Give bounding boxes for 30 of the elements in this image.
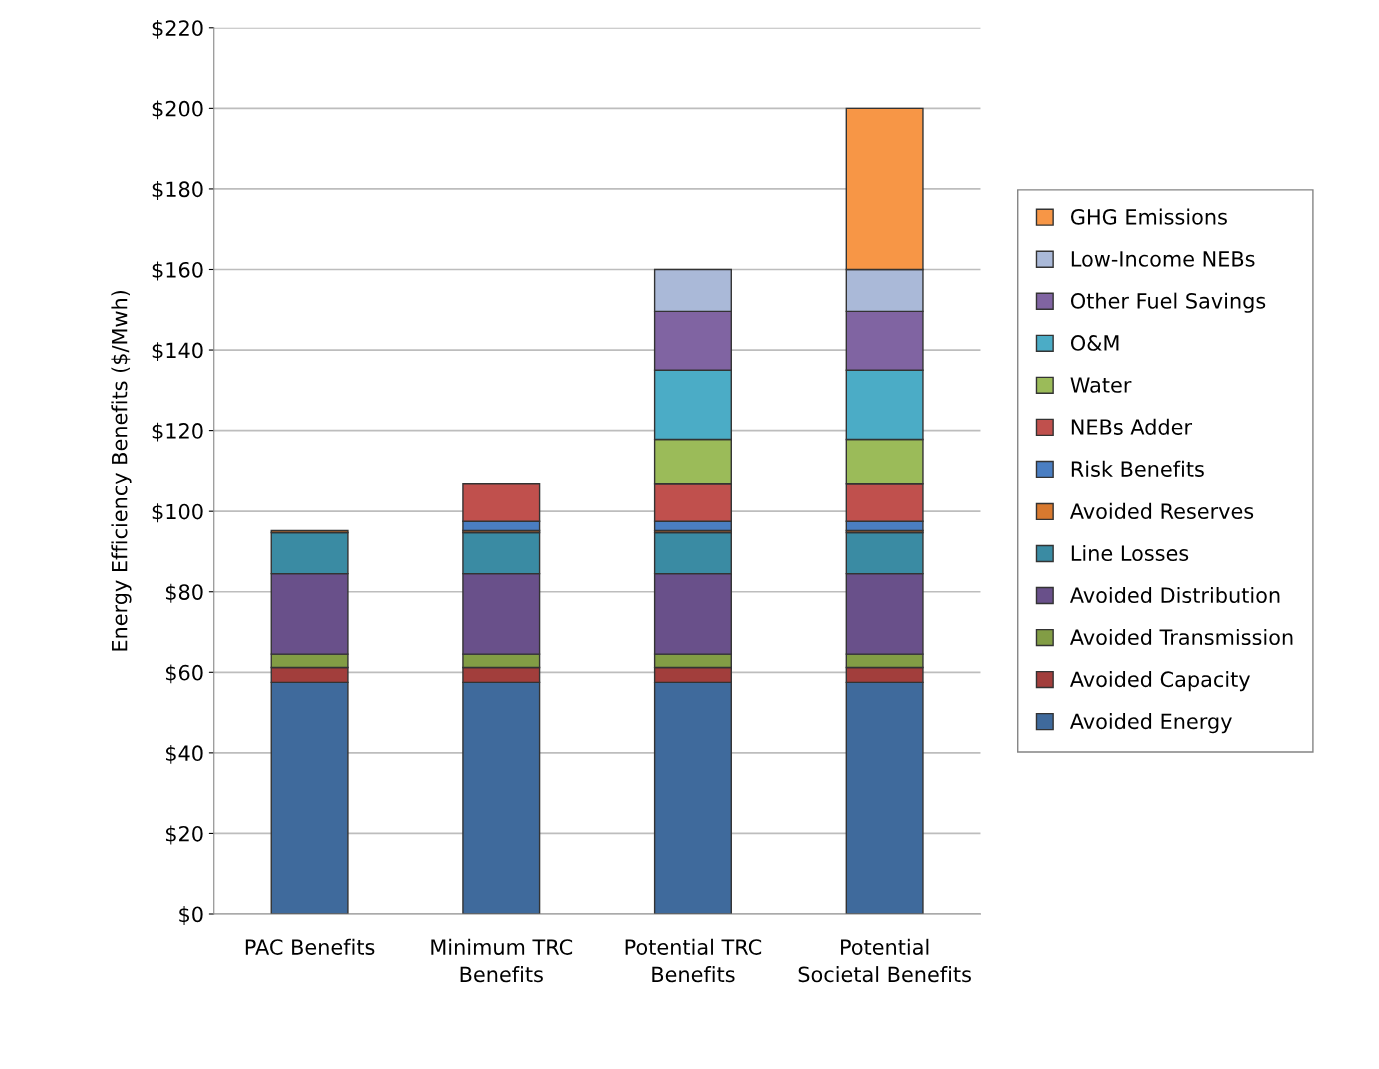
- x-tick-label: PAC Benefits: [245, 938, 375, 955]
- y-tick-label: $180: [152, 181, 203, 200]
- legend-label: Line Losses: [1071, 544, 1189, 562]
- legend-label: Avoided Capacity: [1069, 671, 1251, 692]
- legend-label: Avoided Reserves: [1069, 502, 1254, 519]
- legend-label: Risk Benefits: [1071, 460, 1204, 477]
- y-tick-label: $220: [152, 19, 203, 39]
- x-tick-label: Potential Societal Benefits: [798, 938, 971, 983]
- legend-label: O&M: [1070, 335, 1119, 351]
- legend-label: NEBs Adder: [1071, 418, 1193, 435]
- legend-label: Water: [1070, 377, 1132, 393]
- y-tick-label: $120: [152, 422, 203, 442]
- y-tick-label: $60: [165, 664, 203, 684]
- legend-label: Avoided Distribution: [1069, 586, 1280, 604]
- legend-label: Low-Income NEBs: [1071, 251, 1255, 267]
- legend-label: GHG Emissions: [1070, 208, 1227, 225]
- x-tick-label: Potential TRC Benefits: [625, 938, 762, 983]
- y-tick-label: $160: [152, 261, 203, 281]
- y-tick-label: $20: [165, 825, 203, 845]
- y-tick-label: $80: [165, 583, 203, 603]
- y-tick-label: $0: [179, 906, 203, 925]
- y-tick-label: $100: [152, 503, 203, 523]
- x-tick-label: Minimum TRC Benefits: [431, 938, 573, 983]
- y-axis-title: Energy Efficiency Benefits ($/Mwh): [111, 290, 132, 651]
- y-tick-label: $140: [152, 342, 203, 362]
- legend-label: Avoided Transmission: [1069, 628, 1293, 646]
- y-tick-label: $40: [165, 744, 203, 764]
- legend-label: Other Fuel Savings: [1070, 292, 1266, 313]
- legend-label: Avoided Energy: [1069, 713, 1232, 734]
- y-tick-label: $200: [152, 100, 203, 120]
